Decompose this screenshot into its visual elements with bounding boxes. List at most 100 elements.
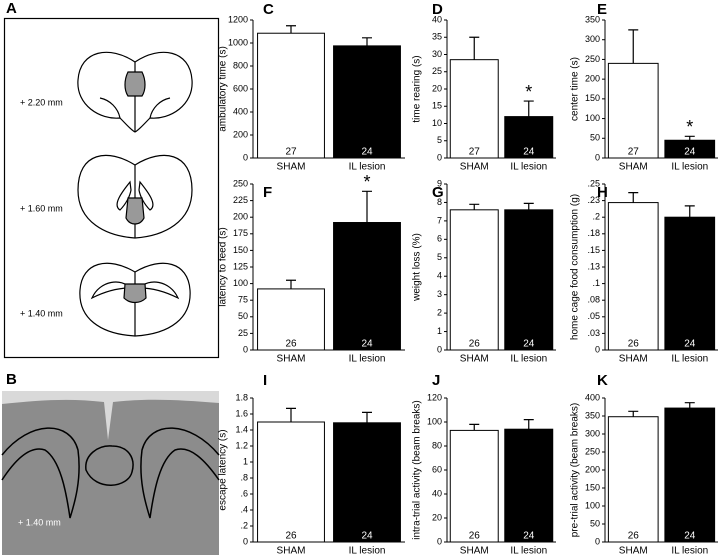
sample-size: 27 (628, 147, 640, 158)
error-bar (523, 202, 534, 210)
y-tick-label: 100 (427, 416, 442, 426)
sample-size: 24 (684, 339, 696, 350)
y-tick-label: 50 (590, 133, 600, 143)
y-tick-label: 75 (238, 295, 248, 305)
bar (449, 209, 499, 351)
sample-size: 24 (361, 531, 373, 542)
x-tick-label: IL lesion (510, 354, 547, 365)
y-tick-label: 225 (233, 195, 248, 205)
error-bar (469, 423, 480, 431)
sample-size: 27 (469, 147, 481, 158)
y-tick-label: 0 (437, 344, 442, 354)
sample-size: 24 (361, 339, 373, 350)
section-level: + 2.20 mm (20, 97, 63, 107)
y-tick-label: .8 (240, 472, 248, 482)
error-bar (628, 29, 639, 64)
sample-size: 26 (469, 339, 481, 350)
y-tick-label: .15 (587, 245, 600, 255)
y-tick-label: .05 (587, 311, 600, 321)
y-tick-label: 50 (238, 311, 248, 321)
section-level: + 1.40 mm (20, 308, 63, 318)
y-axis-label: intra-trial activity (beam breaks) (412, 400, 423, 539)
error-bar (286, 25, 296, 34)
y-tick-label: 250 (233, 178, 248, 188)
panel-letter: F (263, 184, 272, 201)
y-tick-label: 300 (585, 34, 600, 44)
bar (664, 407, 716, 543)
bar (607, 202, 659, 351)
y-tick-label: 0 (595, 536, 600, 546)
y-tick-label: 20 (432, 512, 442, 522)
y-tick-label: 0 (243, 536, 248, 546)
histology-outline (1, 427, 220, 519)
y-tick-label: 350 (585, 410, 600, 420)
bar (449, 429, 499, 543)
x-tick-label: IL lesion (671, 546, 708, 557)
sample-size: 26 (285, 531, 297, 542)
section-level: + 1.60 mm (20, 203, 63, 213)
panel-letter: J (432, 372, 440, 389)
bar (664, 216, 716, 351)
y-axis-label: time rearing (s) (412, 55, 423, 122)
y-tick-label: 600 (233, 83, 248, 93)
y-tick-label: 80 (432, 440, 442, 450)
y-tick-label: 0 (243, 344, 248, 354)
y-tick-label: 1.4 (235, 424, 248, 434)
x-tick-label: IL lesion (349, 354, 386, 365)
panel-letter: K (597, 372, 608, 389)
panel-letter: D (432, 1, 443, 18)
x-tick-label: IL lesion (671, 354, 708, 365)
y-tick-label: 25 (432, 66, 442, 76)
y-tick-label: 0 (437, 152, 442, 162)
sample-size: 24 (523, 339, 535, 350)
panel-letter: B (6, 371, 17, 388)
y-tick-label: 0 (595, 152, 600, 162)
y-tick-label: .1 (592, 278, 600, 288)
error-bar (684, 402, 695, 409)
x-tick-label: IL lesion (510, 162, 547, 173)
bar (504, 428, 554, 543)
x-tick-label: SHAM (460, 162, 489, 173)
y-tick-label: 100 (233, 278, 248, 288)
x-tick-label: IL lesion (510, 546, 547, 557)
sample-size: 24 (523, 147, 535, 158)
y-tick-label: .13 (587, 261, 600, 271)
y-tick-label: 1000 (228, 37, 248, 47)
sample-size: 27 (285, 147, 297, 158)
y-tick-label: 30 (432, 49, 442, 59)
x-tick-label: IL lesion (671, 162, 708, 173)
y-tick-label: 40 (432, 488, 442, 498)
x-tick-label: SHAM (619, 354, 648, 365)
y-tick-label: 9 (437, 178, 442, 188)
sample-size: 24 (523, 531, 535, 542)
y-tick-label: 250 (585, 446, 600, 456)
panel-letter: E (597, 1, 607, 18)
y-tick-label: 1200 (228, 14, 248, 24)
error-bar (362, 190, 372, 223)
significance-marker: * (525, 82, 532, 102)
error-bar (469, 203, 480, 210)
y-tick-label: .4 (240, 504, 248, 514)
y-axis-label: escape latency (s) (218, 429, 229, 510)
error-bar (523, 100, 534, 117)
bar (504, 116, 554, 159)
y-tick-label: 120 (427, 392, 442, 402)
y-tick-label: 3 (437, 289, 442, 299)
error-bar (286, 279, 296, 289)
x-tick-label: IL lesion (349, 162, 386, 173)
y-tick-label: 150 (585, 93, 600, 103)
y-tick-label: .25 (587, 178, 600, 188)
y-tick-label: .2 (592, 212, 600, 222)
y-tick-label: 1 (243, 456, 248, 466)
panel-letter: A (6, 0, 17, 17)
y-tick-label: 60 (432, 464, 442, 474)
x-tick-label: SHAM (619, 546, 648, 557)
y-tick-label: 300 (585, 428, 600, 438)
error-bar (684, 205, 695, 218)
error-bar (362, 411, 372, 423)
bar (257, 421, 325, 543)
y-tick-label: 5 (437, 252, 442, 262)
x-tick-label: SHAM (277, 162, 306, 173)
y-axis-label: weight loss (%) (412, 233, 423, 302)
y-tick-label: 0 (437, 536, 442, 546)
